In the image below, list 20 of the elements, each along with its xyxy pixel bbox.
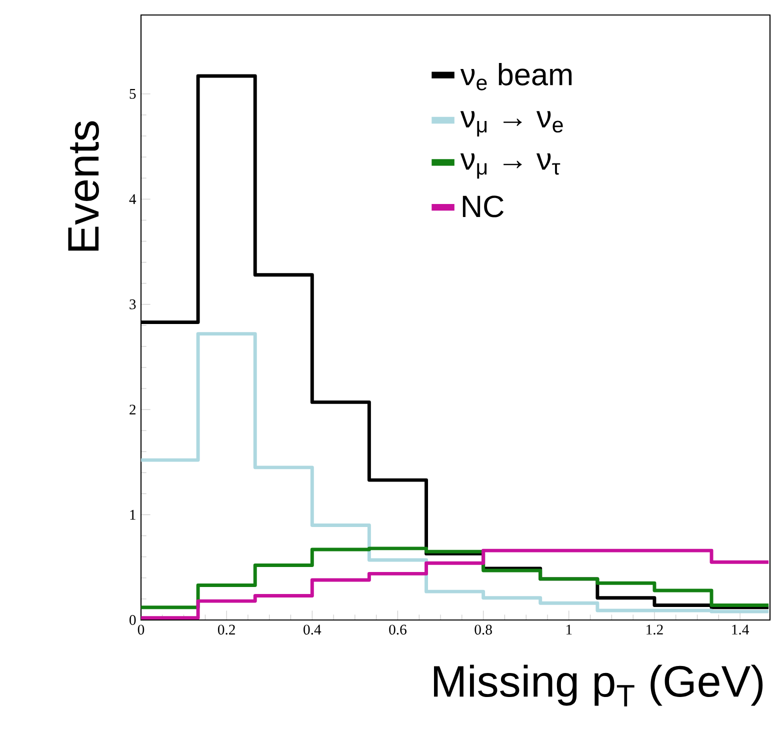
- y-tick-label: 4: [129, 194, 136, 204]
- x-tick-label: 0.8: [474, 624, 492, 635]
- y-axis-title: Events: [68, 121, 99, 251]
- legend-label: ν$_{μ}$ → ν$_{e}$: [460, 111, 563, 136]
- y-tick-label: 1: [130, 510, 136, 520]
- legend-label: ν$_{e}$ beam: [460, 62, 572, 90]
- x-axis-title: Missing p$_{T}$ (GeV): [434, 664, 763, 706]
- legend-label: NC: [462, 196, 504, 218]
- x-tick-label: 0: [138, 624, 144, 635]
- x-tick-label: 1.2: [646, 624, 663, 635]
- x-tick-label: 0.2: [218, 624, 235, 635]
- x-tick-label: 0.4: [304, 624, 322, 635]
- y-tick-label: 2: [130, 404, 136, 414]
- x-tick-label: 0.6: [389, 624, 406, 635]
- x-tick-label: 1.4: [732, 624, 749, 635]
- x-tick-label: 1: [566, 624, 572, 634]
- y-tick-label: 5: [130, 89, 136, 99]
- legend-label: ν$_{μ}$ → ν$_{τ}$: [460, 153, 560, 179]
- y-tick-label: 3: [130, 299, 136, 310]
- y-tick-label: 0: [130, 615, 136, 625]
